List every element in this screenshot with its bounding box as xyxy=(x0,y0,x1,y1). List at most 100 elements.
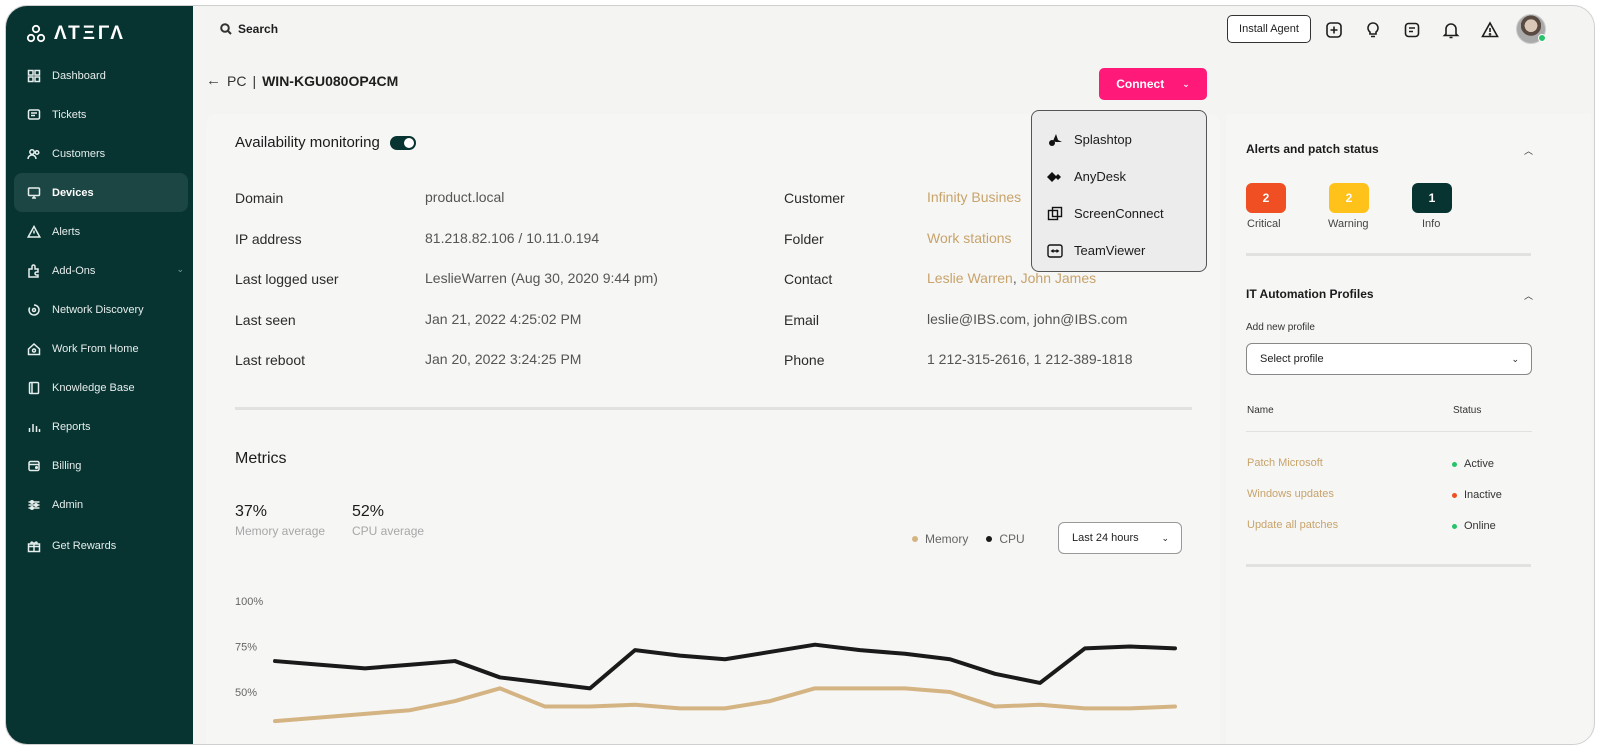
admin-icon xyxy=(26,497,42,513)
profile-name[interactable]: Patch Microsoft xyxy=(1247,457,1323,469)
lightbulb-icon[interactable] xyxy=(1363,20,1383,40)
breadcrumb: ← PC | WIN-KGU080OP4CM xyxy=(206,72,398,89)
sidebar-item-label: Work From Home xyxy=(52,342,139,355)
y-tick-label: 75% xyxy=(235,642,257,654)
critical-label: Critical xyxy=(1247,218,1281,230)
logo[interactable]: ΛΤΞΓΛ xyxy=(26,23,126,45)
connect-option-teamviewer[interactable]: TeamViewer xyxy=(1032,232,1206,269)
column-status-header: Status xyxy=(1453,405,1482,416)
detail-value: product.local xyxy=(425,189,505,205)
sidebar-item-get-rewards[interactable]: Get Rewards xyxy=(14,526,188,565)
detail-value[interactable]: Infinity Busines xyxy=(927,189,1022,205)
availability-toggle[interactable] xyxy=(389,135,416,150)
detail-value: 1 212-315-2616, 1 212-389-1818 xyxy=(927,351,1133,367)
sidebar-item-work-from-home[interactable]: Work From Home xyxy=(14,329,188,368)
sidebar-item-network-discovery[interactable]: Network Discovery xyxy=(14,290,188,329)
memory-dot-icon xyxy=(912,536,918,542)
connect-option-label: Splashtop xyxy=(1074,132,1132,147)
connect-option-label: ScreenConnect xyxy=(1074,206,1164,221)
sidebar-item-label: Alerts xyxy=(52,225,81,238)
right-panel xyxy=(1226,114,1591,744)
profile-status: Inactive xyxy=(1452,489,1502,501)
sidebar-item-knowledge-base[interactable]: Knowledge Base xyxy=(14,368,188,407)
sidebar-item-customers[interactable]: Customers xyxy=(14,134,188,173)
connect-option-splashtop[interactable]: Splashtop xyxy=(1032,121,1206,158)
bell-icon[interactable] xyxy=(1441,20,1461,40)
detail-key: Last reboot xyxy=(235,352,306,368)
atera-logo-icon xyxy=(26,24,46,43)
detail-value: 81.218.82.106 / 10.11.0.194 xyxy=(425,229,600,246)
table-header-divider xyxy=(1246,431,1532,432)
sidebar-item-label: Tickets xyxy=(52,108,87,121)
panel-divider xyxy=(1246,253,1531,256)
sidebar-item-label: Billing xyxy=(52,459,82,472)
app-window: ΛΤΞΓΛ Dashboard Tickets Customers Devices Al… xyxy=(5,5,1595,745)
sidebar-item-add-ons[interactable]: Add-Ons ⌄ xyxy=(14,251,188,290)
legend-memory: Memory xyxy=(912,532,968,546)
sidebar-item-label: Admin xyxy=(52,498,84,511)
cpu-average: 52% CPU average xyxy=(352,503,424,538)
sidebar-item-reports[interactable]: Reports xyxy=(14,407,188,446)
availability-monitoring: Availability monitoring xyxy=(235,134,416,151)
profile-status-label: Inactive xyxy=(1464,489,1502,501)
detail-value[interactable]: Leslie Warren, John James xyxy=(927,270,1096,286)
detail-key: Phone xyxy=(784,352,825,368)
detail-value: LeslieWarren (Aug 30, 2020 9:44 pm) xyxy=(425,270,658,286)
metrics-chart: 100% 75% 50% xyxy=(235,596,1177,724)
critical-count-badge[interactable]: 2 xyxy=(1246,183,1286,213)
collapse-chevron-icon[interactable]: ︿ xyxy=(1524,291,1534,301)
detail-key: Domain xyxy=(235,190,284,206)
status-dot-icon xyxy=(1452,461,1457,467)
sidebar-item-billing[interactable]: Billing xyxy=(14,446,188,485)
detail-key: Last seen xyxy=(235,311,296,328)
detail-link[interactable]: John James xyxy=(1020,270,1097,286)
cpu-average-value: 52% xyxy=(352,503,385,520)
connect-option-anydesk[interactable]: AnyDesk xyxy=(1032,158,1206,195)
network-icon xyxy=(26,302,42,318)
detail-key: Last logged user xyxy=(235,271,339,287)
detail-value[interactable]: Work stations xyxy=(927,229,1012,246)
connect-button[interactable]: Connect ⌄ xyxy=(1099,68,1207,100)
notes-icon[interactable] xyxy=(1402,20,1422,40)
cpu-dot-icon xyxy=(986,536,993,542)
profile-select[interactable]: Select profile ⌄ xyxy=(1246,343,1532,375)
sidebar-item-label: Devices xyxy=(52,186,94,199)
sidebar-item-tickets[interactable]: Tickets xyxy=(14,95,188,134)
screenconnect-icon xyxy=(1046,205,1063,222)
legend-memory-label: Memory xyxy=(925,532,969,546)
device-type: PC xyxy=(227,72,247,89)
profile-status-label: Online xyxy=(1464,520,1496,532)
panel-divider xyxy=(1246,564,1531,567)
info-count-badge[interactable]: 1 xyxy=(1412,183,1452,213)
search-label: Search xyxy=(238,22,279,36)
device-hostname: WIN-KGU080OP4CM xyxy=(262,72,399,89)
search-button[interactable]: Search xyxy=(220,22,278,36)
sidebar-item-alerts[interactable]: Alerts xyxy=(14,212,188,251)
user-avatar[interactable] xyxy=(1516,14,1546,44)
book-icon xyxy=(26,380,42,396)
plus-square-icon[interactable] xyxy=(1324,20,1344,40)
y-tick-label: 50% xyxy=(235,687,257,699)
profile-status: Active xyxy=(1452,458,1494,470)
sidebar-item-admin[interactable]: Admin xyxy=(14,485,188,524)
collapse-chevron-icon[interactable]: ︿ xyxy=(1524,146,1534,156)
profile-name[interactable]: Update all patches xyxy=(1247,519,1339,531)
back-arrow-icon[interactable]: ← xyxy=(206,72,221,89)
install-agent-button[interactable]: Install Agent xyxy=(1227,15,1311,43)
search-icon xyxy=(220,23,232,35)
warning-count-badge[interactable]: 2 xyxy=(1329,183,1369,213)
connect-option-screenconnect[interactable]: ScreenConnect xyxy=(1032,195,1206,232)
profile-name[interactable]: Windows updates xyxy=(1247,488,1334,500)
legend-cpu: CPU xyxy=(986,532,1025,546)
sidebar: ΛΤΞΓΛ Dashboard Tickets Customers Devices Al… xyxy=(6,6,193,744)
memory-series-line xyxy=(273,686,1177,724)
time-range-select[interactable]: Last 24 hours ⌄ xyxy=(1058,522,1182,554)
sidebar-item-devices[interactable]: Devices xyxy=(14,173,188,212)
profile-select-placeholder: Select profile xyxy=(1260,353,1324,365)
time-range-value: Last 24 hours xyxy=(1072,532,1139,544)
detail-link[interactable]: Leslie Warren xyxy=(927,270,1013,286)
detail-key: Email xyxy=(784,311,820,328)
sidebar-item-dashboard[interactable]: Dashboard xyxy=(14,56,188,95)
warning-icon[interactable] xyxy=(1480,20,1500,40)
sidebar-item-label: Dashboard xyxy=(52,69,106,82)
